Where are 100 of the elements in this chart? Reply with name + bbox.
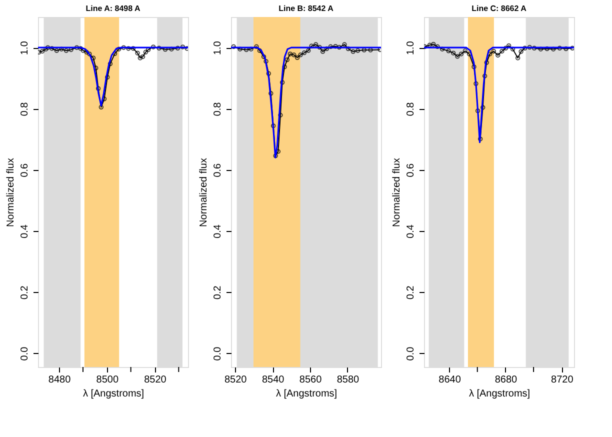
point	[248, 46, 254, 52]
y-tick-label: 0.8	[406, 102, 416, 116]
x-tick-label: 8640	[438, 374, 462, 386]
point	[527, 44, 532, 50]
x-axis-title: λ [Angstroms]	[82, 388, 144, 400]
y-tick-label: 1.0	[20, 40, 30, 56]
y-axis-title: Normalized flux	[6, 158, 16, 227]
point	[309, 44, 314, 48]
y-tick-label: 0.2	[20, 285, 30, 300]
point	[261, 54, 266, 60]
point	[84, 50, 89, 55]
y-tick-label: 0.8	[212, 102, 224, 116]
point	[140, 54, 146, 60]
point	[362, 48, 367, 52]
point	[336, 44, 342, 50]
point	[126, 46, 131, 51]
point	[94, 66, 98, 70]
y-tick-label: 0.2	[212, 285, 224, 300]
point	[116, 46, 122, 52]
point	[44, 46, 48, 52]
point	[298, 52, 303, 58]
point	[480, 105, 486, 110]
x-tick-label: 8480	[48, 374, 72, 386]
point	[478, 136, 483, 142]
point	[350, 49, 356, 54]
point	[175, 46, 180, 51]
point	[506, 43, 512, 48]
point	[474, 81, 478, 86]
y-axis-title: Normalized flux	[198, 158, 210, 227]
point	[288, 52, 293, 56]
point	[138, 56, 143, 60]
y-tick-label: 1.0	[406, 40, 416, 56]
point	[462, 48, 468, 54]
point	[143, 50, 148, 55]
point	[538, 46, 544, 52]
point	[292, 52, 296, 58]
point	[135, 50, 140, 56]
point	[80, 48, 86, 53]
chart-title: Line B: 8542 A	[278, 4, 334, 13]
point	[557, 46, 562, 51]
point	[156, 46, 162, 51]
point	[270, 123, 276, 128]
point	[306, 48, 311, 53]
point	[278, 112, 283, 118]
point	[130, 46, 136, 51]
x-tick-label: 8520	[224, 374, 248, 386]
x-axis-title: λ [Angstroms]	[468, 388, 530, 400]
point	[273, 153, 278, 158]
point	[102, 96, 107, 102]
point	[108, 61, 113, 66]
point	[431, 42, 436, 47]
point	[435, 44, 440, 50]
point	[550, 46, 556, 52]
point	[268, 91, 274, 96]
point	[510, 46, 516, 52]
point	[257, 48, 262, 53]
x-tick-label: 8680	[494, 374, 518, 386]
point	[458, 52, 464, 56]
point	[284, 57, 290, 62]
y-tick-label: 0.6	[406, 162, 416, 178]
x-tick-label: 8580	[336, 374, 360, 386]
point	[282, 64, 287, 70]
point	[302, 50, 307, 56]
point	[446, 48, 451, 54]
point	[564, 46, 568, 52]
point	[503, 46, 508, 51]
x-tick-label: 8560	[299, 374, 322, 386]
point	[368, 48, 373, 52]
point	[346, 46, 351, 52]
point	[87, 52, 92, 56]
point	[518, 49, 524, 54]
y-tick-label: 0.0	[20, 346, 30, 361]
point	[74, 45, 80, 50]
x-tick-label: 8720	[551, 374, 574, 386]
point	[264, 58, 268, 64]
point	[455, 54, 460, 59]
x-axis-title: λ [Angstroms]	[276, 388, 338, 400]
chart-title: Line A: 8498 A	[86, 4, 140, 13]
point	[500, 48, 504, 54]
y-tick-label: 0.6	[212, 162, 224, 178]
point	[427, 42, 432, 48]
y-tick-label: 0.0	[406, 346, 416, 361]
y-tick-label: 0.6	[20, 162, 30, 178]
y-tick-label: 0.4	[212, 224, 224, 238]
point	[475, 108, 480, 114]
y-tick-label: 0.2	[406, 285, 416, 300]
x-tick-label: 8500	[96, 374, 119, 386]
point	[484, 60, 490, 65]
y-axis-title: Normalized flux	[392, 158, 402, 227]
point	[324, 46, 330, 52]
y-tick-label: 0.4	[406, 224, 416, 238]
point	[59, 46, 64, 52]
point	[266, 71, 272, 76]
point	[50, 46, 54, 51]
x-tick-label: 8540	[262, 374, 285, 386]
point	[121, 45, 126, 50]
point	[294, 55, 300, 60]
point	[320, 49, 326, 54]
point	[96, 86, 101, 91]
point	[280, 80, 285, 85]
